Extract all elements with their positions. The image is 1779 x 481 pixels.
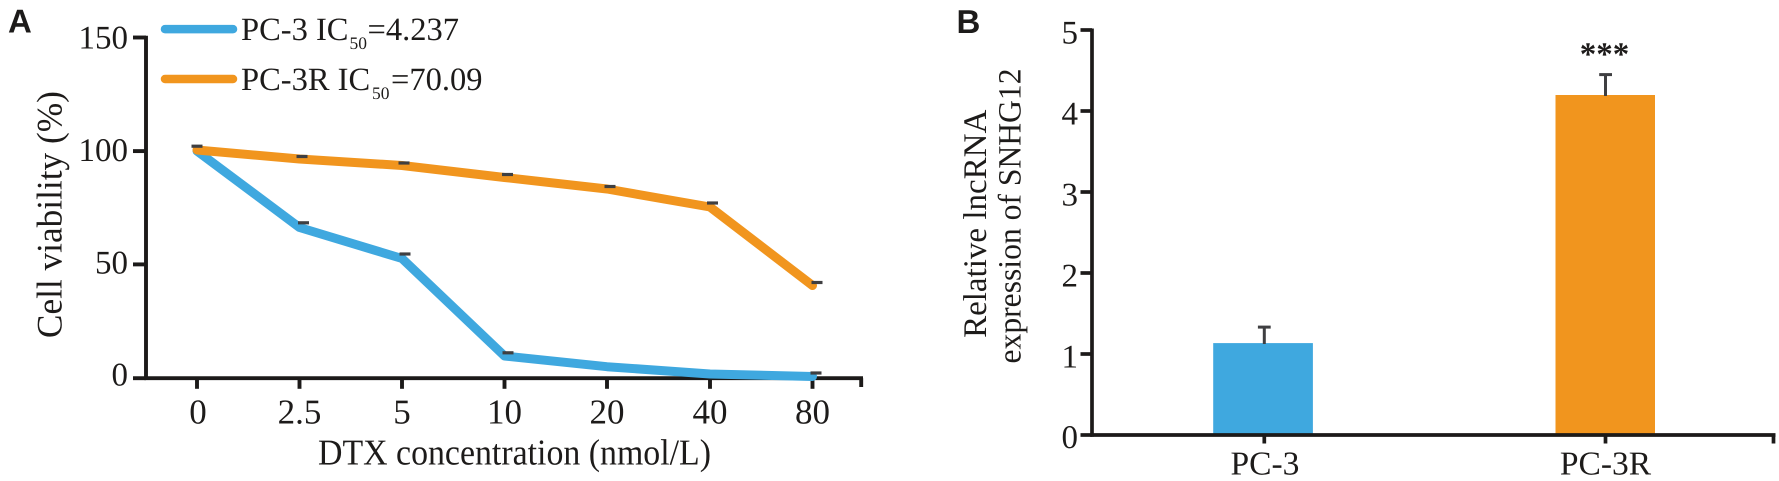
svg-text:2: 2: [1062, 259, 1079, 295]
svg-text:100: 100: [79, 133, 129, 169]
svg-text:expression of SNHG12: expression of SNHG12: [992, 69, 1028, 364]
svg-text:150: 150: [79, 20, 129, 56]
svg-text:50: 50: [372, 83, 390, 103]
svg-text:3: 3: [1062, 178, 1079, 214]
svg-text:Cell viability (%): Cell viability (%): [30, 91, 70, 338]
svg-text:50: 50: [95, 245, 128, 281]
svg-text:PC-3R: PC-3R: [1560, 446, 1652, 481]
svg-text:Relative lncRNA: Relative lncRNA: [958, 110, 994, 338]
svg-text:4: 4: [1062, 97, 1079, 133]
svg-text:A: A: [8, 3, 32, 40]
svg-text:10: 10: [487, 393, 522, 432]
svg-text:20: 20: [590, 393, 625, 432]
svg-text:50: 50: [350, 33, 368, 53]
svg-text:=4.237: =4.237: [368, 12, 459, 48]
svg-text:PC-3: PC-3: [1231, 446, 1300, 481]
svg-text:PC-3 IC: PC-3 IC: [241, 12, 348, 48]
svg-text:40: 40: [693, 393, 728, 432]
svg-text:=70.09: =70.09: [391, 62, 482, 98]
svg-text:80: 80: [795, 393, 830, 432]
svg-text:0: 0: [189, 393, 207, 432]
svg-text:***: ***: [1580, 37, 1630, 73]
svg-text:2.5: 2.5: [278, 393, 322, 432]
svg-text:0: 0: [112, 358, 129, 394]
svg-text:PC-3R IC: PC-3R IC: [241, 62, 370, 98]
svg-text:B: B: [957, 3, 981, 40]
svg-text:0: 0: [1062, 420, 1079, 456]
svg-text:5: 5: [1062, 16, 1079, 52]
svg-text:DTX concentration (nmol/L): DTX concentration (nmol/L): [318, 432, 711, 473]
svg-text:1: 1: [1062, 340, 1079, 376]
svg-text:5: 5: [393, 393, 411, 432]
